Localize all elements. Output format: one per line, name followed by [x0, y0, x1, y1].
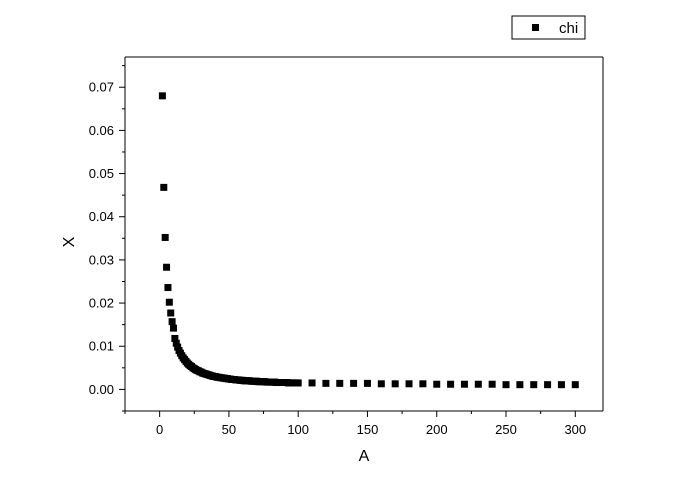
data-point: [363, 379, 371, 387]
data-point: [160, 183, 168, 191]
y-tick-label: 0.04: [89, 209, 114, 224]
legend-label-chi: chi: [559, 20, 578, 37]
data-point: [172, 339, 180, 347]
x-tick-label: 300: [564, 422, 586, 437]
data-point: [167, 309, 175, 317]
data-point: [447, 380, 455, 388]
data-point: [322, 379, 330, 387]
data-point: [516, 381, 524, 389]
data-point: [161, 233, 169, 241]
y-tick-label: 0.00: [89, 382, 114, 397]
x-tick-label: 200: [426, 422, 448, 437]
y-tick-label: 0.06: [89, 123, 114, 138]
x-tick-label: 250: [495, 422, 517, 437]
data-point: [488, 380, 496, 388]
data-point: [530, 381, 538, 389]
data-point: [294, 379, 302, 387]
data-point: [419, 380, 427, 388]
x-tick-label: 0: [156, 422, 163, 437]
x-tick-label: 100: [287, 422, 309, 437]
data-point: [308, 379, 316, 387]
y-tick-label: 0.05: [89, 166, 114, 181]
data-point: [377, 380, 385, 388]
plot-frame: [124, 56, 604, 412]
y-tick-label: 0.02: [89, 296, 114, 311]
ticks: [119, 65, 576, 417]
data-points: [158, 92, 579, 389]
data-point: [557, 381, 565, 389]
data-point: [460, 380, 468, 388]
data-point: [171, 334, 179, 342]
data-point: [169, 324, 177, 332]
data-point: [391, 380, 399, 388]
data-point: [168, 318, 176, 326]
legend: chi: [511, 15, 586, 40]
data-point: [163, 263, 171, 271]
data-point: [350, 379, 358, 387]
data-point: [336, 379, 344, 387]
tick-labels: 0 50 100 150 200 250 300 0.00 0.01 0.02 0.03 0.04 0.…: [89, 80, 586, 437]
x-tick-label: 50: [222, 422, 236, 437]
data-point: [544, 381, 552, 389]
data-point: [571, 381, 579, 389]
data-point: [405, 380, 413, 388]
data-point: [474, 380, 482, 388]
data-point: [165, 298, 173, 306]
data-point: [433, 380, 441, 388]
y-axis-title: X: [61, 236, 78, 247]
data-point: [158, 92, 166, 100]
y-tick-label: 0.03: [89, 252, 114, 267]
x-tick-label: 150: [357, 422, 379, 437]
y-tick-label: 0.07: [89, 80, 114, 95]
y-tick-label: 0.01: [89, 339, 114, 354]
legend-marker-square: [532, 24, 539, 31]
legend-box: [511, 15, 586, 40]
data-point: [502, 381, 510, 389]
x-axis-title: A: [359, 448, 370, 465]
data-point: [164, 284, 172, 292]
